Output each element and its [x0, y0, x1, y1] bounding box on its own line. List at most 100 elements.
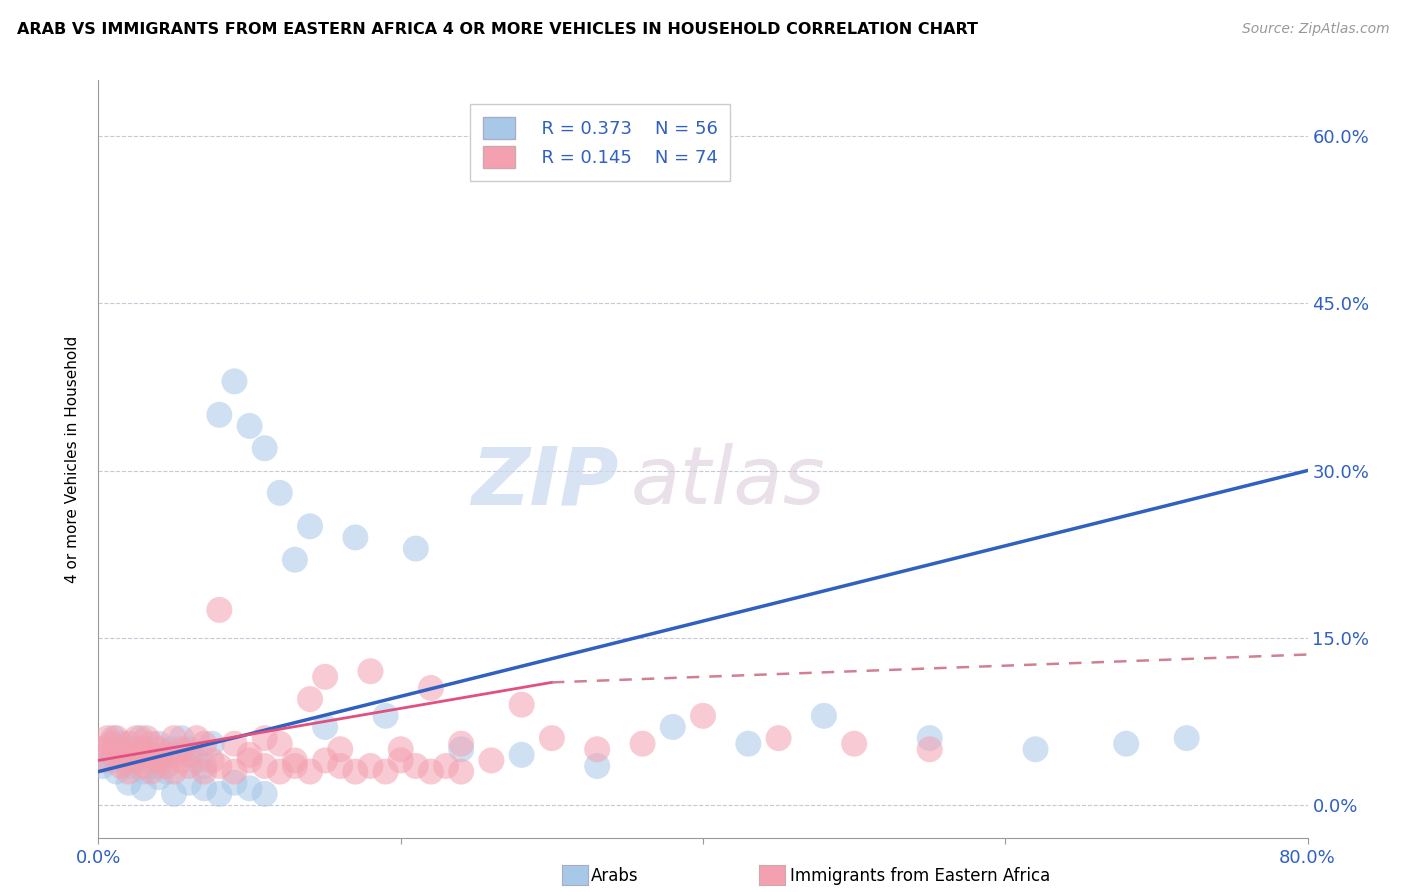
Legend:   R = 0.373    N = 56,   R = 0.145    N = 74: R = 0.373 N = 56, R = 0.145 N = 74	[470, 104, 730, 181]
Point	[179, 759, 201, 773]
Point	[163, 787, 186, 801]
Point	[155, 764, 177, 779]
Point	[93, 753, 115, 767]
Point	[450, 764, 472, 779]
Point	[420, 681, 443, 695]
Point	[239, 781, 262, 796]
Point	[125, 731, 148, 746]
Point	[129, 742, 152, 756]
Point	[163, 747, 186, 762]
Point	[186, 731, 208, 746]
Point	[100, 737, 122, 751]
Point	[239, 419, 262, 434]
Point	[284, 759, 307, 773]
Point	[1024, 742, 1046, 756]
Point	[114, 753, 136, 767]
Text: atlas: atlas	[630, 443, 825, 521]
Point	[91, 759, 114, 773]
Point	[118, 776, 141, 790]
Y-axis label: 4 or more Vehicles in Household: 4 or more Vehicles in Household	[65, 335, 80, 583]
Text: ZIP: ZIP	[471, 443, 619, 521]
Point	[103, 731, 125, 746]
Point	[434, 759, 457, 773]
Point	[110, 742, 132, 756]
Point	[186, 753, 208, 767]
Point	[96, 731, 118, 746]
Point	[661, 720, 683, 734]
Point	[586, 742, 609, 756]
Point	[253, 787, 276, 801]
Point	[1115, 737, 1137, 751]
Point	[586, 759, 609, 773]
Point	[208, 787, 231, 801]
Point	[253, 442, 276, 455]
Point	[94, 742, 117, 756]
Point	[329, 759, 352, 773]
Point	[141, 737, 163, 751]
Point	[224, 737, 246, 751]
Point	[193, 737, 215, 751]
Point	[284, 753, 307, 767]
Point	[145, 753, 167, 767]
Point	[155, 747, 177, 762]
Point	[125, 753, 148, 767]
Point	[224, 776, 246, 790]
Point	[150, 753, 173, 767]
Text: Immigrants from Eastern Africa: Immigrants from Eastern Africa	[790, 867, 1050, 885]
Point	[299, 519, 322, 533]
Point	[481, 753, 503, 767]
Point	[253, 731, 276, 746]
Point	[360, 759, 382, 773]
Point	[160, 742, 183, 756]
Point	[110, 737, 132, 751]
Point	[450, 742, 472, 756]
Point	[105, 764, 128, 779]
Point	[132, 759, 155, 773]
Point	[135, 742, 157, 756]
Point	[737, 737, 759, 751]
Point	[118, 764, 141, 779]
Point	[360, 664, 382, 679]
Point	[201, 737, 224, 751]
Point	[129, 731, 152, 746]
Point	[239, 753, 262, 767]
Point	[813, 708, 835, 723]
Point	[208, 408, 231, 422]
Point	[100, 753, 122, 767]
Point	[163, 731, 186, 746]
Point	[374, 708, 396, 723]
Point	[208, 759, 231, 773]
Point	[110, 759, 132, 773]
Point	[768, 731, 790, 746]
Point	[118, 759, 141, 773]
Text: Arabs: Arabs	[591, 867, 638, 885]
Point	[692, 708, 714, 723]
Point	[918, 742, 941, 756]
Point	[631, 737, 654, 751]
Point	[193, 781, 215, 796]
Point	[141, 747, 163, 762]
Point	[344, 764, 367, 779]
Point	[405, 541, 427, 556]
Point	[405, 759, 427, 773]
Point	[170, 731, 193, 746]
Point	[239, 747, 262, 762]
Point	[510, 747, 533, 762]
Point	[145, 759, 167, 773]
Point	[179, 776, 201, 790]
Point	[450, 737, 472, 751]
Point	[141, 764, 163, 779]
Point	[105, 731, 128, 746]
Point	[193, 759, 215, 773]
Point	[114, 747, 136, 762]
Point	[148, 737, 170, 751]
Point	[121, 747, 143, 762]
Point	[299, 692, 322, 706]
Point	[179, 742, 201, 756]
Point	[389, 742, 412, 756]
Point	[269, 485, 291, 500]
Point	[201, 753, 224, 767]
Point	[253, 759, 276, 773]
Point	[314, 720, 336, 734]
Point	[344, 530, 367, 544]
